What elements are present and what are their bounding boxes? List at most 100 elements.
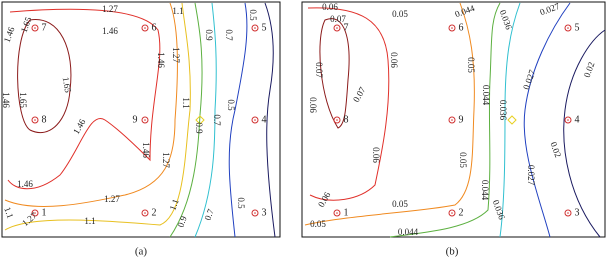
point-label: 3 [262,207,267,218]
contour-label: 0.06 [322,2,338,12]
contour-label: 0.9 [194,122,204,134]
point-marker [333,24,341,32]
contour-label: 0.06 [308,97,318,113]
point-dot [567,212,569,214]
contour-label: 1.27 [20,210,39,228]
point-marker [251,24,259,32]
point-label: 7 [344,22,349,33]
point-label: 3 [575,207,580,218]
point-label: 8 [344,114,349,125]
point-dot [336,212,338,214]
point-dot [451,212,453,214]
contour-label: 1.1 [167,198,180,212]
point-marker [564,24,572,32]
point-marker [448,209,456,217]
point-marker [141,116,149,124]
point-marker [141,24,149,32]
contour-label: 0.05 [458,152,468,168]
point-dot [451,119,453,121]
contour [4,2,191,231]
point-label: 5 [262,22,267,33]
point-label: 1 [42,207,47,218]
contour-label: 0.9 [175,214,188,228]
point-dot [144,119,146,121]
point-label: 6 [459,22,464,33]
contour-label: 0.5 [248,9,258,21]
point-label: 9 [459,114,464,125]
contour [319,18,350,129]
contour-label: 0.027 [526,165,536,186]
contour-label: 1.46 [17,179,33,189]
contour-label: 1.46 [1,92,11,108]
point-label: 2 [152,207,157,218]
frame [301,1,606,238]
contour-label: 0.7 [202,207,215,221]
point-label: 4 [262,114,267,125]
point-dot [34,212,36,214]
contour-label: 0.05 [310,219,326,229]
contour [499,2,521,238]
contour [194,2,217,238]
contour-label: 0.7 [224,29,234,41]
contour-label: 0.07 [330,14,346,24]
contour-label: 1.27 [102,4,118,14]
point-marker [564,209,572,217]
contour-label: 1.65 [19,15,34,34]
point-marker [31,209,39,217]
point-label: 6 [152,22,157,33]
point-dot [567,119,569,121]
contour-label: 1.46 [141,142,151,158]
point-dot [336,27,338,29]
contour [17,19,72,133]
contour [304,2,475,226]
contour [169,2,203,238]
contour-label: 0.02 [548,141,563,159]
point-label: 8 [42,114,47,125]
contour [4,2,178,207]
contour-label: 1.27 [161,152,171,168]
point-dot [254,212,256,214]
point-dot [144,27,146,29]
contour-label: 1.1 [84,216,95,226]
point-label: 1 [344,207,349,218]
contour-label: 0.05 [466,57,476,73]
contour-label: 0.036 [491,198,507,221]
point-dot [567,27,569,29]
point-marker [251,116,259,124]
contour-label: 0.05 [392,9,408,19]
contour-label: 1.1 [172,6,183,16]
frame [1,1,281,238]
contour-label: 0.06 [371,147,381,163]
contour-label: 0.044 [398,227,419,237]
contour-label: 0.044 [480,180,490,201]
contour-label: 0.027 [521,68,537,91]
contour-label: 1.1 [181,97,191,108]
contour-label: 1.65 [18,92,28,108]
contour-label: 0.07 [351,85,368,104]
contour [7,8,161,190]
contour-label: 0.02 [582,61,597,79]
contour [307,7,390,201]
marker [195,115,205,125]
contour-label: 1.1 [2,206,15,220]
point-dot [254,27,256,29]
point-marker [31,116,39,124]
point-marker [251,209,259,217]
point-label: 5 [575,22,580,33]
panel-b: 7 6 58 9 41 2 30.060.07 0.05 0.044 0.036 0.0270.06… [301,1,606,258]
contour-label: 0.036 [498,100,508,121]
contour-label: 0.5 [236,197,246,209]
contour-label: 0.7 [212,114,222,126]
contour-label: 1.65 [61,76,74,94]
contour-label: 0.044 [481,85,491,106]
point-dot [144,212,146,214]
marker [507,115,517,125]
contour-label: 1.27 [171,47,181,63]
point-marker [564,116,572,124]
contour-label: 1.46 [156,52,166,68]
contour-label: 0.05 [392,199,408,209]
contour-label: 0.06 [316,190,333,209]
contour-label: 0.9 [204,29,214,41]
point-dot [336,119,338,121]
